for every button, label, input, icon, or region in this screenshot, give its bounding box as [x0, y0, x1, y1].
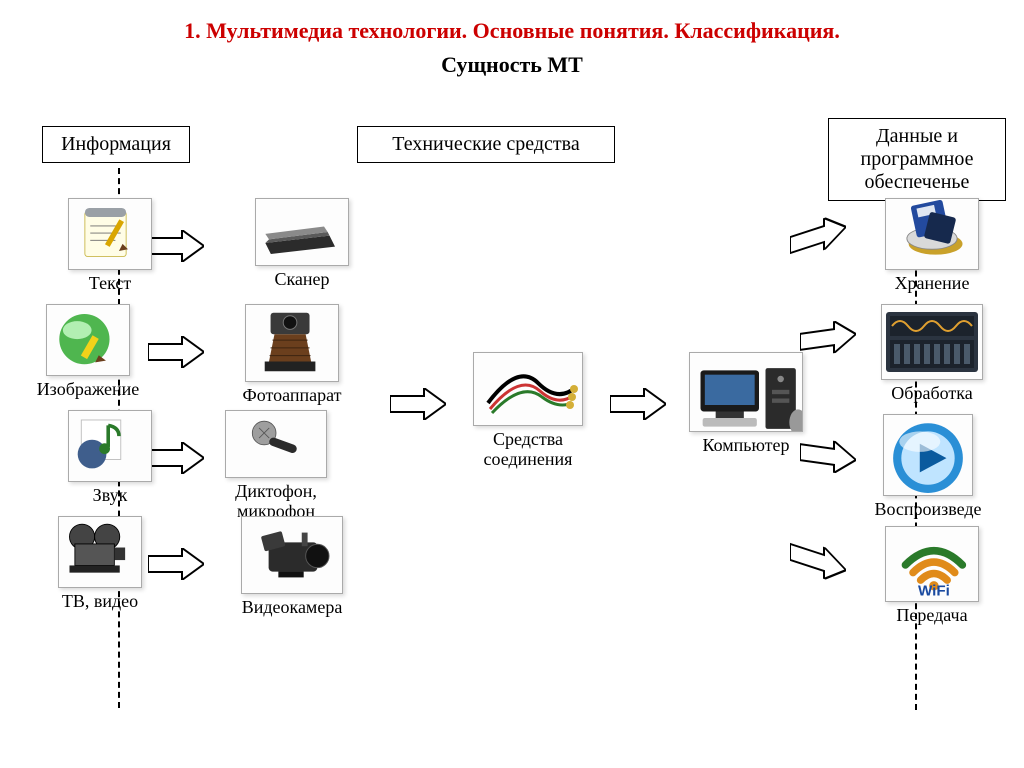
header-data-software: Данные и программное обеспеченье	[828, 118, 1006, 201]
flow-arrow	[790, 211, 846, 261]
page-title: 1. Мультимедиа технологии. Основные поня…	[0, 18, 1024, 44]
cables-icon	[473, 352, 583, 426]
flow-arrow	[610, 388, 666, 420]
node-caption: Обработка	[862, 384, 1002, 404]
node-caption: Изображение	[18, 380, 158, 400]
scanner-icon	[255, 198, 349, 266]
diagram-node-scanner: Сканер	[232, 198, 372, 290]
node-caption: ТВ, видео	[30, 592, 170, 612]
node-caption: Хранение	[862, 274, 1002, 294]
node-caption: Воспроизведе	[858, 500, 998, 520]
notepad-icon	[68, 198, 152, 270]
node-caption: Передача	[862, 606, 1002, 626]
header-information: Информация	[42, 126, 190, 163]
page-subtitle: Сущность МТ	[0, 52, 1024, 78]
node-caption: Текст	[40, 274, 180, 294]
node-caption: Средства соединения	[458, 430, 598, 470]
diagram-node-play: Воспроизведе	[858, 414, 998, 520]
diagram-node-computer: Компьютер	[676, 352, 816, 456]
computer-icon	[689, 352, 803, 432]
diagram-node-cables: Средства соединения	[458, 352, 598, 470]
node-caption: Звук	[40, 486, 180, 506]
diagram-node-videocam: Видеокамера	[222, 516, 362, 618]
diagram-node-image: Изображение	[18, 304, 158, 400]
node-caption: Видеокамера	[222, 598, 362, 618]
diagram-node-tv: ТВ, видео	[30, 516, 170, 612]
storage-icon	[885, 198, 979, 270]
diagram-node-camera: Фотоаппарат	[222, 304, 362, 406]
node-caption: Компьютер	[676, 436, 816, 456]
node-caption: Сканер	[232, 270, 372, 290]
tv-icon	[58, 516, 142, 588]
wifi-icon	[885, 526, 979, 602]
videocam-icon	[241, 516, 343, 594]
flow-arrow	[790, 536, 846, 586]
header-technical-means: Технические средства	[357, 126, 615, 163]
mic-icon	[225, 410, 327, 478]
camera-icon	[245, 304, 339, 382]
diagram-node-sound: Звук	[40, 410, 180, 506]
sound-icon	[68, 410, 152, 482]
diagram-node-daw: Обработка	[862, 304, 1002, 404]
flow-arrow	[390, 388, 446, 420]
diagram-node-notepad: Текст	[40, 198, 180, 294]
image-icon	[46, 304, 130, 376]
diagram-node-wifi: Передача	[862, 526, 1002, 626]
diagram-node-storage: Хранение	[862, 198, 1002, 294]
play-icon	[883, 414, 973, 496]
diagram-node-mic: Диктофон, микрофон	[206, 410, 346, 522]
node-caption: Фотоаппарат	[222, 386, 362, 406]
daw-icon	[881, 304, 983, 380]
